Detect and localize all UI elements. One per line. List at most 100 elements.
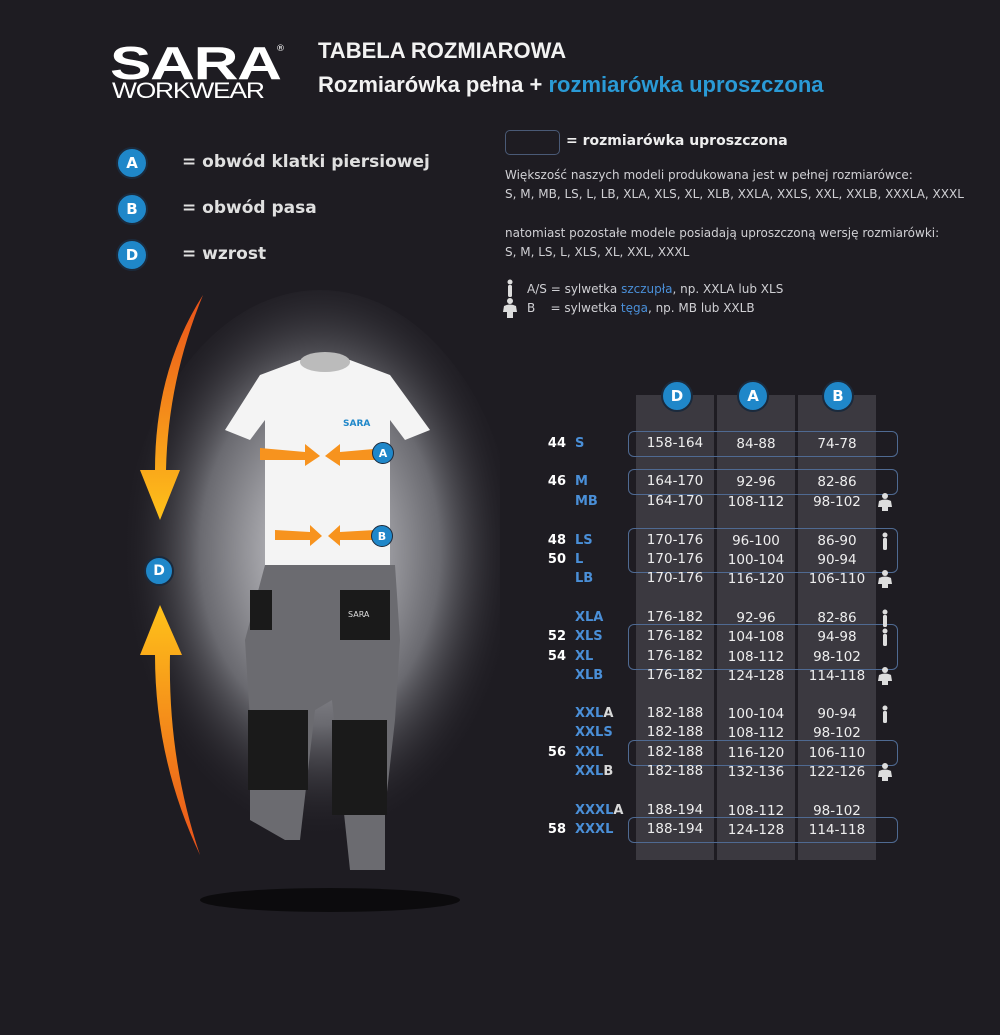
tshirt <box>225 360 430 570</box>
column-b-bg <box>798 395 876 860</box>
heavy-figure-icon <box>878 667 892 685</box>
chest-cell: 124-128 <box>727 822 785 838</box>
eu-size: 50 <box>547 552 566 567</box>
size-code: XXXL <box>575 803 614 818</box>
subtitle-full: Rozmiarówka pełna + <box>318 72 549 97</box>
size-code: LS <box>575 533 593 548</box>
chest-cell: 132-136 <box>727 764 785 780</box>
page-title: TABELA ROZMIAROWA <box>318 38 567 63</box>
page-subtitle: Rozmiarówka pełna + rozmiarówka uproszcz… <box>318 72 824 98</box>
chest-cell: 108-112 <box>727 649 785 665</box>
height-cell: 188-194 <box>646 802 704 818</box>
column-header-d: D <box>661 380 693 412</box>
height-cell: 182-188 <box>646 744 704 760</box>
simplified-highlight-box <box>628 740 898 766</box>
logo-sara: SARA <box>110 37 282 89</box>
size-label: M <box>575 474 588 489</box>
slim-pre: = sylwetka <box>550 282 622 296</box>
size-label: XLB <box>575 668 603 683</box>
slim-code: A/S <box>527 282 547 296</box>
waist-cell: 94-98 <box>817 629 857 645</box>
waist-cell: 90-94 <box>817 552 857 568</box>
height-cell: 164-170 <box>646 493 704 509</box>
slim-figure-icon <box>882 705 888 723</box>
eu-size: 56 <box>547 745 566 760</box>
figure-badge-a: A <box>372 442 394 464</box>
simple-intro: natomiast pozostałe modele posiadają upr… <box>505 226 940 240</box>
height-cell: 182-188 <box>646 724 704 740</box>
simplified-highlight-box <box>628 528 898 573</box>
badge-b: B <box>116 193 148 225</box>
height-cell: 170-176 <box>646 532 704 548</box>
size-label: XXLA <box>575 706 613 721</box>
size-suffix: A <box>613 803 624 818</box>
slim-post: , np. XXLA lub XLS <box>672 282 784 296</box>
full-intro: Większość naszych modeli produkowana jes… <box>505 168 913 182</box>
subtitle-simplified: rozmiarówka uproszczona <box>548 72 824 97</box>
chest-cell: 92-96 <box>736 474 776 490</box>
simplified-label: = rozmiarówka uproszczona <box>566 133 788 149</box>
heavy-word: tęga <box>620 301 648 315</box>
size-code: MB <box>575 494 598 509</box>
simplified-highlight-box <box>628 431 898 457</box>
knee-pad-right <box>332 720 387 815</box>
chest-cell: 124-128 <box>727 668 785 684</box>
size-code: S <box>575 436 585 451</box>
chest-cell: 104-108 <box>727 629 785 645</box>
chest-cell: 100-104 <box>727 706 785 722</box>
chest-cell: 108-112 <box>727 725 785 741</box>
eu-size: 58 <box>547 822 566 837</box>
size-code: L <box>575 552 584 567</box>
chest-cell: 100-104 <box>727 552 785 568</box>
mannequin-neck <box>300 352 350 372</box>
size-label: LS <box>575 533 593 548</box>
simple-list: S, M, LS, L, XLS, XL, XXL, XXXL <box>505 245 690 259</box>
slim-word: szczupła <box>621 282 673 296</box>
size-code: XLA <box>575 610 604 625</box>
height-cell: 182-188 <box>646 763 704 779</box>
heavy-pre: = sylwetka <box>550 301 621 315</box>
height-cell: 158-164 <box>646 435 704 451</box>
figure-badge-b: B <box>371 525 393 547</box>
chest-cell: 116-120 <box>727 571 785 587</box>
simplified-highlight-box <box>628 624 898 670</box>
waist-cell: 82-86 <box>817 610 857 626</box>
logo-workwear: WORKWEAR <box>112 78 265 103</box>
height-cell: 182-188 <box>646 705 704 721</box>
height-cell: 176-182 <box>646 609 704 625</box>
figure-badge-d: D <box>144 556 174 586</box>
column-d-bg <box>636 395 714 860</box>
heavy-legend: B = sylwetka tęga, np. MB lub XXLB <box>527 299 755 318</box>
eu-size: 44 <box>547 436 566 451</box>
height-cell: 176-182 <box>646 648 704 664</box>
waist-arrow-left <box>275 525 322 546</box>
size-label: XXXL <box>575 822 613 837</box>
legend-a: = obwód klatki piersiowej <box>182 152 430 172</box>
size-code: XXL <box>575 745 604 760</box>
height-cell: 176-182 <box>646 628 704 644</box>
size-code: XLB <box>575 668 604 683</box>
chest-cell: 84-88 <box>736 436 776 452</box>
trouser-pocket <box>340 590 390 640</box>
size-label: XXL <box>575 745 603 760</box>
size-label: XLA <box>575 610 603 625</box>
column-a-bg <box>717 395 795 860</box>
slim-legend: A/S = sylwetka szczupła, np. XXLA lub XL… <box>527 280 783 299</box>
model-illustration: SARA SARA <box>120 290 500 912</box>
chest-cell: 116-120 <box>727 745 785 761</box>
floor-shadow <box>200 888 460 912</box>
registered-mark: ® <box>276 44 285 54</box>
size-suffix: A <box>603 706 614 721</box>
size-code: M <box>575 474 588 489</box>
height-cell: 170-176 <box>646 551 704 567</box>
waist-cell: 98-102 <box>813 494 861 510</box>
chest-arrow-left <box>260 444 320 466</box>
pants-logo: SARA <box>348 610 370 619</box>
simplified-highlight-box <box>628 817 898 843</box>
chest-cell: 108-112 <box>727 494 785 510</box>
eu-size: 48 <box>547 533 566 548</box>
heavy-figure-icon <box>878 570 892 588</box>
heavy-figure-icon <box>878 763 892 781</box>
eu-size: 52 <box>547 629 566 644</box>
